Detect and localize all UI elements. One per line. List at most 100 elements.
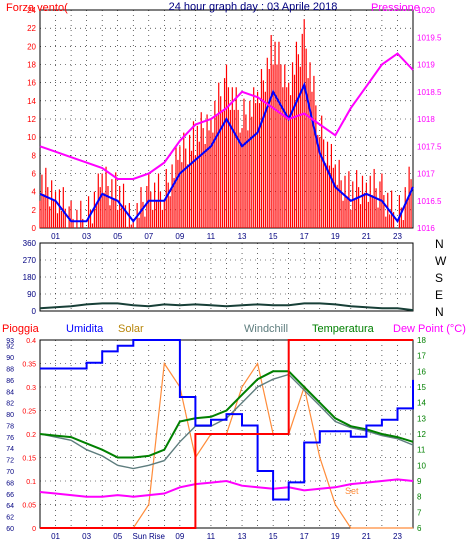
pressure-tick-label: 1018 — [417, 115, 435, 124]
wind-speed-axis-label: Forza vento( — [6, 2, 68, 14]
solar-label: Solar — [118, 323, 144, 335]
bottom-x-tick-label: 21 — [362, 532, 371, 541]
temperature-tick-label: 8 — [417, 493, 422, 502]
pressure-tick-label: 1017 — [417, 170, 435, 179]
dewpoint-label: Dew Point (°C) — [393, 323, 466, 335]
humidity-tick-label: 78 — [6, 423, 14, 430]
rain-tick-label: 0 — [32, 526, 36, 533]
humidity-tick-label: 93 — [6, 338, 14, 345]
bottom-x-tick-label: 13 — [238, 532, 247, 541]
humidity-tick-label: 84 — [6, 389, 14, 396]
pressure-axis-label: Pressione — [371, 2, 420, 14]
temperature-label: Temperatura — [312, 323, 375, 335]
direction-tick-label: 180 — [23, 273, 37, 282]
humidity-label: Umidita — [66, 323, 104, 335]
temperature-line — [39, 370, 414, 459]
top-x-tick-label: 01 — [51, 232, 60, 241]
rain-tick-label: 0.25 — [22, 409, 36, 416]
pressure-tick-label: 1017.5 — [417, 142, 442, 151]
top-x-tick-label: 17 — [300, 232, 309, 241]
dewpoint-line — [39, 478, 414, 498]
top-x-tick-label: 09 — [175, 232, 184, 241]
bottom-x-tick-label: 17 — [300, 532, 309, 541]
top-x-tick-label: 23 — [393, 232, 402, 241]
top-x-tick-label: 05 — [113, 232, 122, 241]
temperature-tick-label: 9 — [417, 477, 422, 486]
wind-speed-tick-label: 22 — [27, 24, 36, 33]
pressure-tick-label: 1019 — [417, 61, 435, 70]
top-x-tick-label: 21 — [362, 232, 371, 241]
pressure-tick-label: 1016.5 — [417, 197, 442, 206]
direction-tick-label: 360 — [23, 239, 37, 248]
top-x-tick-label: 11 — [207, 232, 216, 241]
rain-tick-label: 0.3 — [26, 385, 36, 392]
humidity-tick-label: 90 — [6, 355, 14, 362]
humidity-tick-label: 76 — [6, 435, 14, 442]
temperature-tick-label: 6 — [417, 524, 422, 533]
wind-speed-tick-label: 12 — [27, 115, 36, 124]
rain-tick-label: 0.35 — [22, 362, 36, 369]
temperature-tick-label: 17 — [417, 352, 426, 361]
top-x-tick-label: 15 — [269, 232, 278, 241]
humidity-tick-label: 86 — [6, 378, 14, 385]
humidity-tick-label: 68 — [6, 480, 14, 487]
bottom-x-tick-label: 11 — [207, 532, 216, 541]
wind-average-line — [39, 81, 414, 224]
wind-speed-tick-label: 14 — [27, 97, 36, 106]
wind-speed-tick-label: 8 — [32, 151, 37, 160]
temperature-tick-label: 14 — [417, 399, 426, 408]
humidity-tick-label: 66 — [6, 492, 14, 499]
rain-tick-label: 0.15 — [22, 456, 36, 463]
humidity-tick-label: 64 — [6, 503, 14, 510]
rain-tick-label: 0.05 — [22, 503, 36, 510]
wind-direction-line — [39, 302, 414, 312]
wind-speed-tick-label: 16 — [27, 79, 36, 88]
compass-label: S — [435, 271, 443, 285]
humidity-tick-label: 88 — [6, 366, 14, 373]
rain-tick-label: 0.4 — [26, 338, 36, 345]
humidity-tick-label: 82 — [6, 401, 14, 408]
bottom-x-tick-label: 09 — [175, 532, 184, 541]
humidity-tick-label: 70 — [6, 469, 14, 476]
temperature-tick-label: 10 — [417, 461, 426, 470]
bottom-x-tick-label: 23 — [393, 532, 402, 541]
temperature-tick-label: 7 — [417, 508, 422, 517]
compass-label: N — [435, 237, 444, 251]
temperature-tick-label: 18 — [417, 336, 426, 345]
direction-tick-label: 270 — [23, 256, 37, 265]
top-x-tick-label: 07 — [144, 232, 153, 241]
bottom-x-tick-label: 03 — [82, 532, 91, 541]
wind-speed-tick-label: 20 — [27, 42, 36, 51]
top-x-tick-label: 19 — [331, 232, 340, 241]
humidity-tick-label: 74 — [6, 446, 14, 453]
compass-label: E — [435, 288, 443, 302]
rain-label: Pioggia — [2, 323, 40, 335]
bottom-x-tick-label: Sun Rise — [133, 532, 166, 541]
direction-tick-label: 90 — [27, 290, 36, 299]
pressure-tick-label: 1019.5 — [417, 33, 442, 42]
wind-speed-tick-label: 2 — [32, 206, 37, 215]
rain-line — [40, 339, 413, 529]
windchill-label: Windchill — [244, 323, 288, 335]
humidity-tick-label: 92 — [6, 344, 14, 351]
wind-speed-tick-label: 0 — [32, 224, 37, 233]
top-x-tick-label: 03 — [82, 232, 91, 241]
wind-speed-tick-label: 18 — [27, 61, 36, 70]
bottom-x-tick-label: 19 — [331, 532, 340, 541]
ticks-layer: 02468101214161820222410161016.510171017.… — [6, 6, 447, 541]
rain-tick-label: 0.1 — [26, 479, 36, 486]
humidity-tick-label: 62 — [6, 515, 14, 522]
compass-label: W — [435, 254, 447, 268]
bottom-x-tick-label: 15 — [269, 532, 278, 541]
temperature-tick-label: 12 — [417, 430, 426, 439]
top-x-tick-label: 13 — [238, 232, 247, 241]
compass-label: N — [435, 305, 444, 319]
temperature-tick-label: 15 — [417, 383, 426, 392]
wind-speed-tick-label: 24 — [27, 6, 36, 15]
bottom-x-tick-label: 05 — [113, 532, 122, 541]
humidity-line — [40, 339, 414, 501]
pressure-line — [39, 52, 414, 180]
humidity-tick-label: 72 — [6, 458, 14, 465]
temperature-tick-label: 11 — [417, 446, 426, 455]
